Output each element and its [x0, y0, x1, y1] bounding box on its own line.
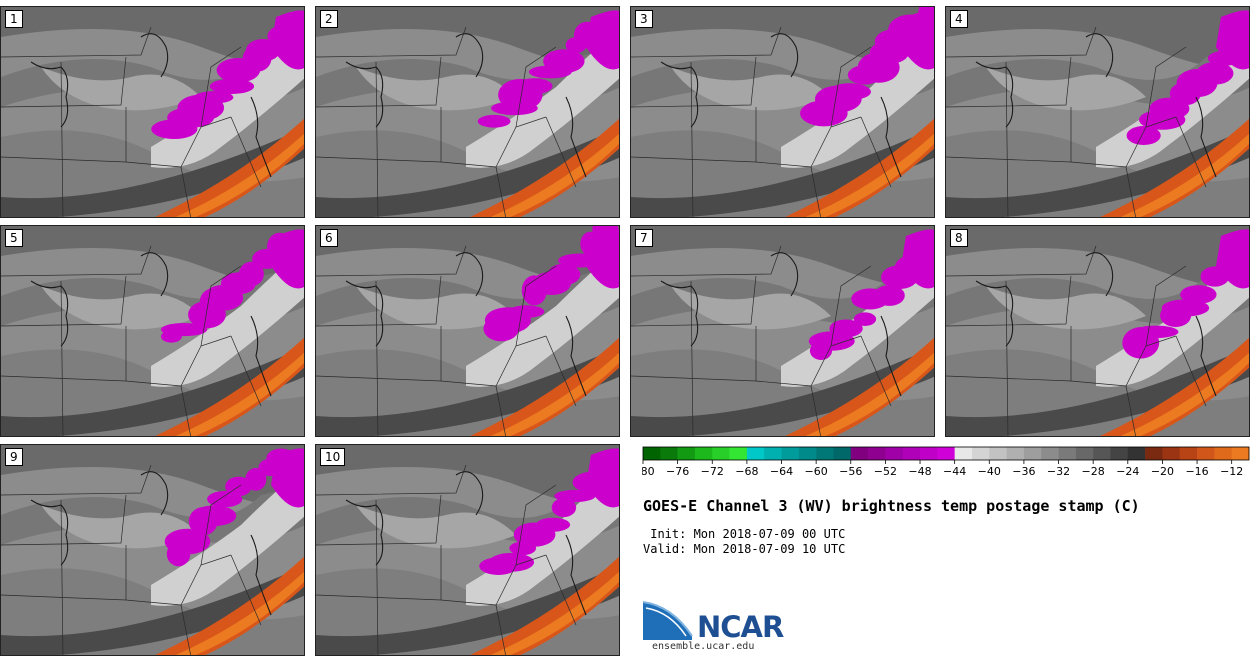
colorbar-swatch [1058, 447, 1077, 460]
colorbar-swatch [729, 447, 748, 460]
colorbar-tick-label: −52 [874, 465, 897, 478]
colorbar-swatch [660, 447, 678, 460]
water-vapor-field [1, 445, 304, 655]
colorbar-tick-label: −16 [1185, 465, 1208, 478]
colorbar-tick-label: −72 [701, 465, 724, 478]
water-vapor-field [946, 226, 1249, 436]
colorbar-swatch [1110, 447, 1129, 460]
colorbar-tick-label: −48 [908, 465, 931, 478]
ensemble-panel-1: 1 [0, 6, 305, 218]
panel-number: 3 [635, 10, 653, 28]
ncar-logo-icon [642, 601, 693, 640]
colorbar-swatch [1214, 447, 1232, 460]
colorbar-swatch [1231, 447, 1250, 460]
colorbar-swatch [816, 447, 834, 460]
colorbar-swatch [746, 447, 765, 460]
panel-number: 1 [5, 10, 23, 28]
panel-number: 7 [635, 229, 653, 247]
panel-number: 6 [320, 229, 338, 247]
colorbar-tick-label: −44 [943, 465, 966, 478]
init-time: Init: Mon 2018-07-09 00 UTC [643, 527, 846, 541]
colorbar-swatch [1093, 447, 1111, 460]
colorbar-swatch [868, 447, 886, 460]
colorbar-tick-label: −36 [1012, 465, 1035, 478]
water-vapor-field [316, 226, 619, 436]
ensemble-panel-7: 7 [630, 225, 935, 437]
colorbar-swatch [971, 447, 990, 460]
colorbar-swatch [989, 447, 1007, 460]
panel-number: 5 [5, 229, 23, 247]
colorbar-tick-label: −40 [978, 465, 1001, 478]
colorbar-tick-label: −28 [1082, 465, 1105, 478]
water-vapor-field [1, 226, 304, 436]
colorbar-swatch [712, 447, 730, 460]
ensemble-panel-3: 3 [630, 6, 935, 218]
panel-number: 8 [950, 229, 968, 247]
colorbar: −80−76−72−68−64−60−56−52−48−44−40−36−32−… [642, 446, 1250, 478]
colorbar-tick-label: −20 [1151, 465, 1174, 478]
colorbar-swatch [643, 447, 661, 460]
colorbar-swatch [1006, 447, 1025, 460]
colorbar-swatch [1075, 447, 1094, 460]
water-vapor-field [631, 7, 934, 217]
colorbar-swatch [1197, 447, 1215, 460]
colorbar-tick-label: −56 [839, 465, 862, 478]
logo-url: ensemble.ucar.edu [652, 641, 755, 652]
colorbar-swatch [798, 447, 817, 460]
colorbar-swatch [781, 447, 800, 460]
colorbar-swatch [1145, 447, 1163, 460]
colorbar-swatch [1162, 447, 1181, 460]
colorbar-tick-label: −24 [1116, 465, 1139, 478]
colorbar-tick-label: −76 [666, 465, 689, 478]
colorbar-swatch [885, 447, 904, 460]
ensemble-panel-10: 10 [315, 444, 620, 656]
colorbar-swatch [954, 447, 973, 460]
colorbar-tick-label: −60 [805, 465, 828, 478]
ensemble-panel-2: 2 [315, 6, 620, 218]
water-vapor-field [631, 226, 934, 436]
ensemble-panel-5: 5 [0, 225, 305, 437]
colorbar-swatch [1023, 447, 1042, 460]
valid-time: Valid: Mon 2018-07-09 10 UTC [643, 542, 846, 556]
colorbar-tick-label: −80 [642, 465, 655, 478]
colorbar-swatch [1179, 447, 1198, 460]
colorbar-frame [642, 446, 1250, 461]
panel-number: 10 [320, 448, 346, 466]
water-vapor-field [946, 7, 1249, 217]
colorbar-tick-label: −64 [770, 465, 793, 478]
ensemble-panel-4: 4 [945, 6, 1250, 218]
logo-text: NCAR [697, 610, 784, 644]
ensemble-panel-9: 9 [0, 444, 305, 656]
colorbar-tick-label: −68 [735, 465, 758, 478]
colorbar-tick-label: −12 [1220, 465, 1243, 478]
panel-number: 2 [320, 10, 338, 28]
colorbar-swatch [937, 447, 955, 460]
ensemble-panel-6: 6 [315, 225, 620, 437]
colorbar-swatch [1041, 447, 1059, 460]
colorbar-swatch [764, 447, 782, 460]
colorbar-swatch [833, 447, 852, 460]
colorbar-swatch [694, 447, 713, 460]
map-title: GOES-E Channel 3 (WV) brightness temp po… [643, 497, 1140, 515]
panel-number: 4 [950, 10, 968, 28]
water-vapor-field [316, 7, 619, 217]
colorbar-swatch [850, 447, 869, 460]
water-vapor-field [316, 445, 619, 655]
colorbar-tick-label: −32 [1047, 465, 1070, 478]
colorbar-swatch [902, 447, 921, 460]
colorbar-swatch [920, 447, 938, 460]
ensemble-panel-8: 8 [945, 225, 1250, 437]
colorbar-swatch [1127, 447, 1146, 460]
colorbar-swatch [677, 447, 696, 460]
panel-number: 9 [5, 448, 23, 466]
water-vapor-field [1, 7, 304, 217]
